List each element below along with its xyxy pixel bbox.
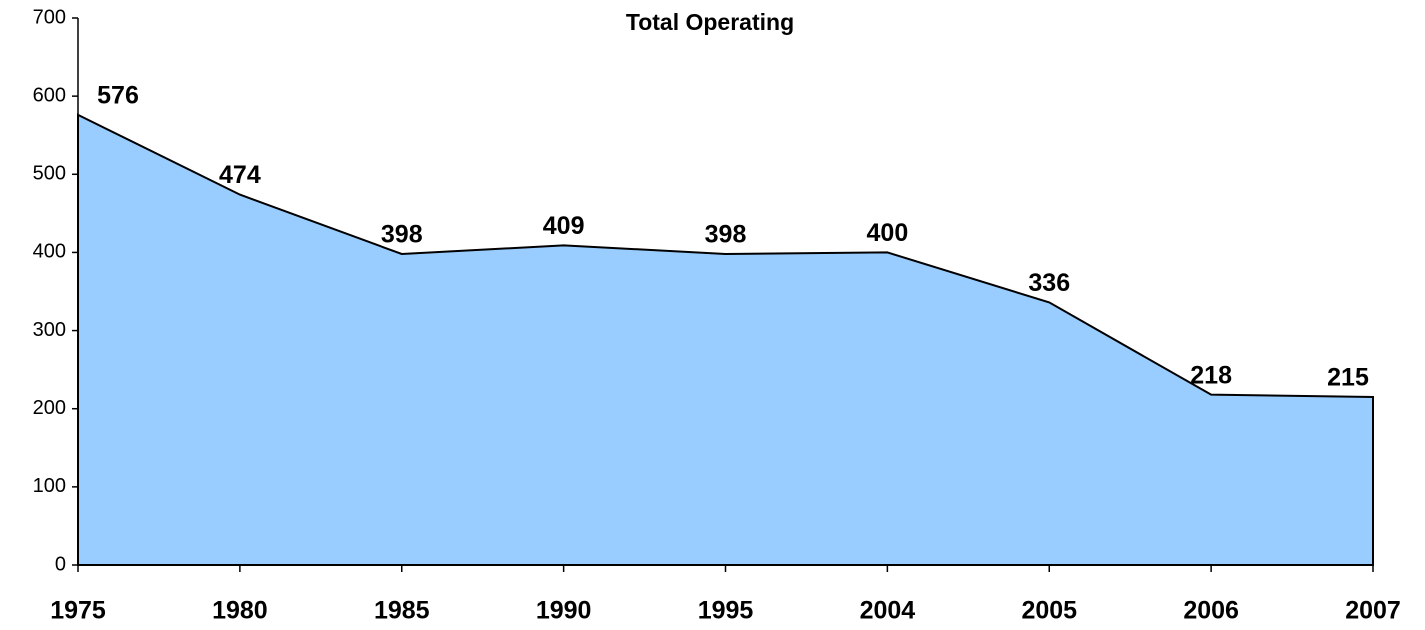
x-tick-label: 2006 xyxy=(1183,597,1239,625)
data-label: 409 xyxy=(543,212,585,240)
x-tick-label: 2007 xyxy=(1345,597,1401,625)
data-label: 398 xyxy=(705,221,747,249)
data-label: 398 xyxy=(381,221,423,249)
y-tick-label: 500 xyxy=(33,163,66,185)
data-label: 336 xyxy=(1028,269,1070,297)
x-tick-label: 1985 xyxy=(374,597,430,625)
y-tick-label: 600 xyxy=(33,84,66,106)
data-label: 576 xyxy=(97,82,139,110)
x-tick-label: 1995 xyxy=(698,597,754,625)
area xyxy=(77,113,1374,566)
y-tick-label: 100 xyxy=(33,475,66,497)
x-tick-label: 1975 xyxy=(50,597,106,625)
data-label: 218 xyxy=(1190,361,1232,389)
x-tick-label: 1990 xyxy=(536,597,592,625)
x-tick-label: 2004 xyxy=(860,597,916,625)
y-tick-label: 0 xyxy=(55,553,66,575)
data-label: 215 xyxy=(1327,364,1369,392)
x-tick-label: 2005 xyxy=(1021,597,1077,625)
y-tick-label: 300 xyxy=(33,319,66,341)
data-label: 400 xyxy=(867,219,909,247)
chart-title: Total Operating xyxy=(626,9,794,35)
y-tick-label: 700 xyxy=(33,6,66,28)
y-tick-label: 400 xyxy=(33,241,66,263)
x-tick-label: 1980 xyxy=(212,597,268,625)
y-tick-label: 200 xyxy=(33,397,66,419)
data-label: 474 xyxy=(219,161,261,189)
